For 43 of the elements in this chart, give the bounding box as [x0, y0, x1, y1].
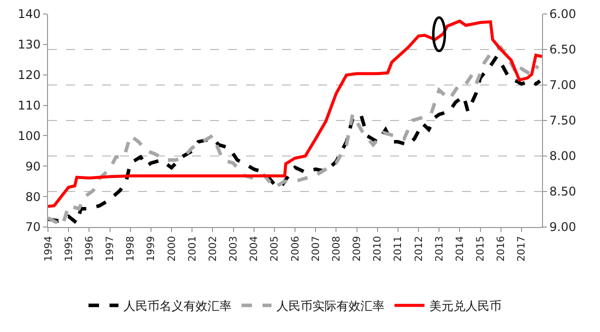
x-tick-label: 2004	[249, 236, 260, 262]
x-tick-label: 1996	[84, 236, 96, 262]
x-tick-label: 1995	[64, 236, 75, 262]
legend-label: 美元兑人民币	[430, 299, 502, 314]
x-tick-label: 2016	[496, 236, 508, 262]
x-tick-label: 2008	[331, 236, 342, 262]
x-tick-label: 2009	[352, 236, 363, 262]
y-tick-label: 120	[18, 68, 41, 82]
x-tick-label: 2015	[476, 236, 486, 262]
x-tick-label: 2003	[228, 236, 240, 262]
y-tick-label: 110	[18, 98, 41, 112]
x-tick-label: 2007	[310, 236, 322, 262]
y2-tick-label: 8.50	[549, 184, 576, 199]
y-tick-label: 100	[18, 128, 41, 143]
y2-tick-label: 7.00	[549, 78, 576, 92]
x-tick-label: 2002	[208, 236, 219, 262]
x-tick-label: 2014	[454, 236, 466, 262]
y2-tick-label: 7.50	[549, 114, 576, 128]
x-tick-label: 1999	[146, 236, 158, 262]
y-tick-label: 130	[18, 38, 41, 52]
legend-label: 人民币实际有效汇率	[276, 299, 384, 314]
y-tick-label: 80	[25, 190, 41, 204]
line-series	[48, 20, 542, 208]
x-tick-label: 2011	[393, 236, 404, 262]
y2-tick-label: 8.00	[549, 149, 576, 164]
x-tick-label: 2017	[516, 236, 528, 262]
x-tick-label: 2013	[434, 236, 446, 262]
x-tick-label: 1994	[43, 236, 54, 262]
x-tick-label: 2006	[290, 236, 302, 262]
x-tick-label: 2001	[187, 236, 198, 262]
x-tick-label: 1998	[126, 236, 137, 262]
x-tick-label: 2012	[414, 236, 425, 262]
y-tick-label: 90	[25, 159, 41, 174]
y-tick-label: 140	[18, 7, 41, 22]
y2-tick-label: 6.50	[549, 42, 576, 57]
x-tick-label: 2000	[166, 236, 178, 262]
y-tick-label: 70	[25, 220, 41, 234]
legend-label: 人民币名义有效汇率	[124, 299, 232, 314]
y2-tick-label: 6.00	[549, 7, 576, 22]
x-tick-label: 1997	[105, 236, 116, 262]
x-tick-label: 2005	[270, 236, 281, 262]
x-tick-label: 2010	[372, 236, 384, 262]
y2-tick-label: 9.00	[549, 220, 576, 234]
